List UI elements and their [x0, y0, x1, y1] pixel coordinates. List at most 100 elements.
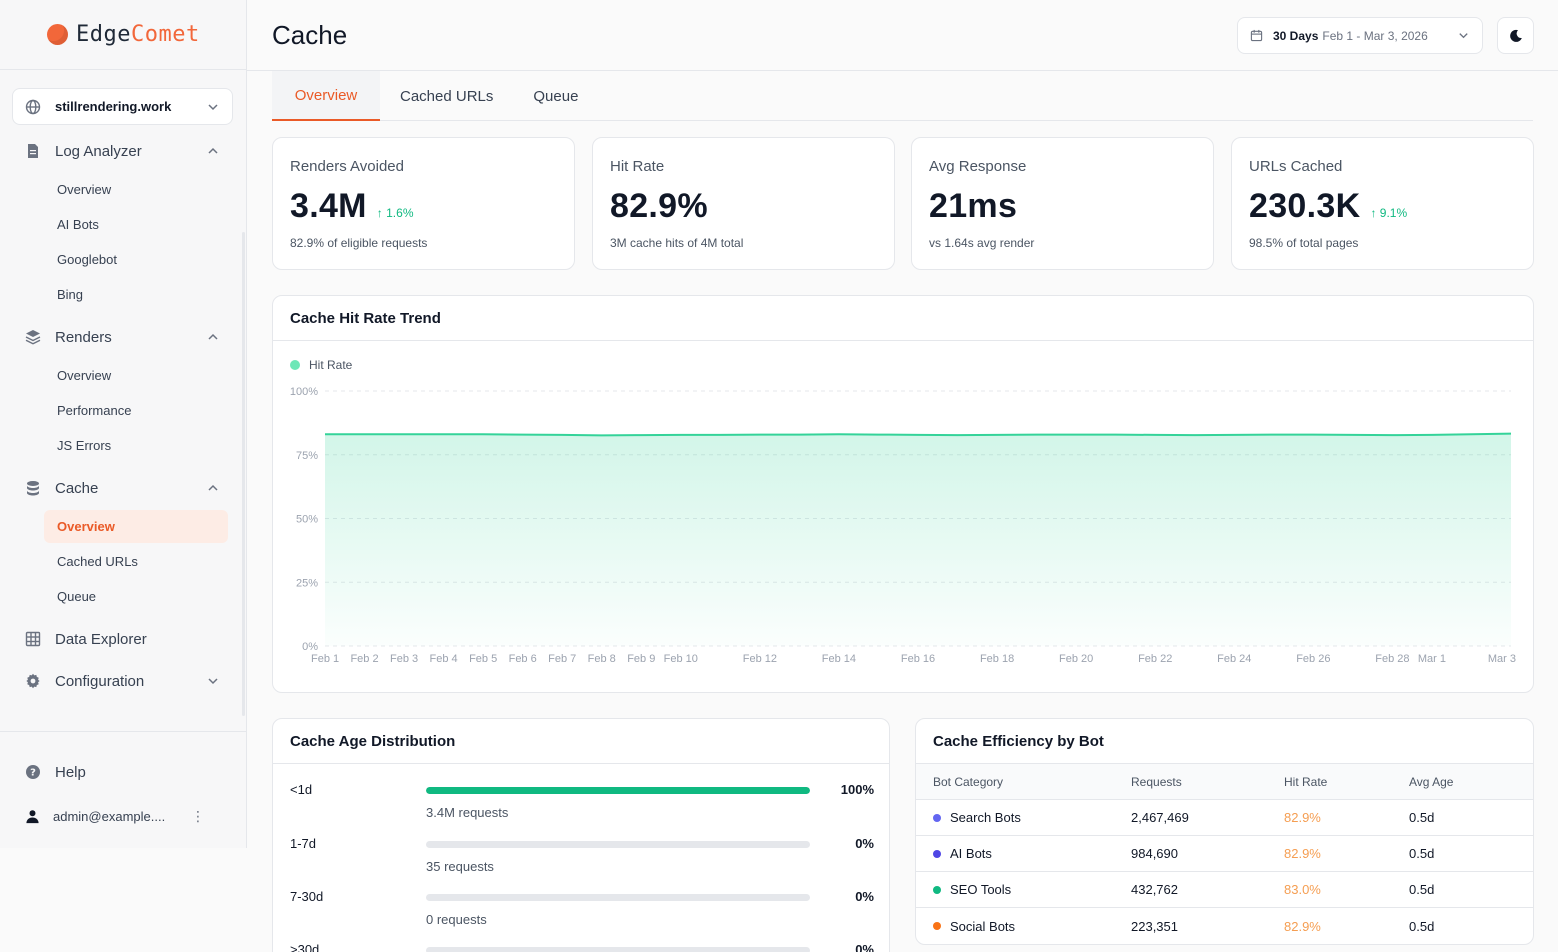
nav-group-data-explorer[interactable]: Data Explorer — [0, 618, 246, 660]
chevron-up-icon — [208, 484, 218, 491]
help-link[interactable]: ? Help — [0, 752, 246, 792]
bot-efficiency-card: Cache Efficiency by Bot Bot Category Req… — [915, 718, 1534, 945]
nav-group-label: Cache — [55, 479, 99, 497]
chevron-up-icon — [208, 333, 218, 340]
stat-value: 21ms — [929, 187, 1018, 225]
age-requests: 3.4M requests — [426, 805, 509, 820]
table-header: Bot Category Requests Hit Rate Avg Age — [916, 764, 1533, 800]
more-vertical-icon[interactable]: ⋮ — [191, 807, 205, 824]
database-icon — [27, 481, 39, 496]
column-header[interactable]: Requests — [1131, 774, 1182, 789]
nav-group-label: Renders — [55, 328, 112, 346]
user-icon — [26, 809, 39, 823]
table-row[interactable]: Search Bots 2,467,469 82.9% 0.5d — [916, 800, 1533, 836]
hit-rate-area-chart[interactable]: 100% 75% 50% 25% 0% Feb 1 Feb 2 Feb 3 Feb 4 Feb … — [273, 342, 1533, 692]
bot-hit-rate: 82.9% — [1284, 810, 1321, 825]
bot-avg-age: 0.5d — [1409, 810, 1435, 825]
help-icon: ? — [26, 765, 40, 779]
bot-hit-rate: 82.9% — [1284, 918, 1321, 934]
age-requests: 35 requests — [426, 859, 494, 874]
x-tick-label: Feb 8 — [588, 653, 616, 665]
age-bar — [426, 787, 810, 794]
theme-toggle-button[interactable] — [1497, 17, 1534, 54]
stat-card-renders-avoided: Renders Avoided 3.4M ↑ 1.6% 82.9% of elig… — [272, 137, 575, 270]
sidebar-item-performance[interactable]: Performance — [57, 403, 132, 418]
column-header[interactable]: Hit Rate — [1284, 774, 1328, 789]
y-tick-label: 100% — [290, 386, 318, 398]
table-row[interactable]: SEO Tools 432,762 83.0% 0.5d — [916, 872, 1533, 908]
nav-group-label: Data Explorer — [55, 630, 147, 648]
age-percent: 0% — [855, 942, 874, 952]
legend-swatch — [290, 360, 300, 370]
chevron-down-icon — [208, 103, 218, 110]
age-bar — [426, 894, 810, 901]
comet-logo-icon — [47, 24, 68, 45]
tab-bar: Overview Cached URLs Queue — [272, 71, 1533, 121]
x-tick-label: Feb 10 — [664, 653, 698, 665]
date-range-picker[interactable]: 30 Days Feb 1 - Mar 3, 2026 — [1237, 17, 1483, 54]
nav-group-log-analyzer[interactable]: Log Analyzer — [0, 130, 246, 172]
user-email: admin@example.... — [53, 808, 166, 824]
stat-delta: ↑ 9.1% — [1370, 206, 1408, 220]
grid-icon — [25, 631, 41, 647]
table-row[interactable]: Social Bots 223,351 82.9% 0.5d — [916, 908, 1533, 944]
hit-rate-trend-card: Cache Hit Rate Trend Hit Rate 100% 75% 50%… — [272, 295, 1534, 693]
bot-avg-age: 0.5d — [1409, 918, 1435, 934]
sidebar-item-googlebot[interactable]: Googlebot — [57, 252, 117, 267]
stat-label: Renders Avoided — [290, 158, 404, 175]
age-requests: 0 requests — [426, 912, 487, 927]
gear-icon — [26, 673, 40, 689]
bot-category: Search Bots — [950, 810, 1021, 825]
stat-label: Avg Response — [929, 158, 1027, 175]
bot-avg-age: 0.5d — [1409, 882, 1435, 897]
cache-age-distribution-card: Cache Age Distribution <1d 100% 3.4M req… — [272, 718, 890, 952]
x-tick-label: Feb 18 — [980, 653, 1014, 665]
age-percent: 0% — [855, 836, 874, 851]
sidebar-item-ai-bots[interactable]: AI Bots — [57, 217, 99, 232]
age-label: 1-7d — [290, 836, 317, 851]
column-header[interactable]: Bot Category — [933, 774, 1004, 789]
x-tick-label: Feb 12 — [743, 653, 777, 665]
sidebar-item-log-overview[interactable]: Overview — [57, 182, 112, 197]
x-tick-label: Feb 16 — [901, 653, 935, 665]
file-icon — [28, 144, 38, 158]
nav-group-renders[interactable]: Renders — [0, 316, 246, 358]
sidebar-nav: Log Analyzer Overview AI Bots Googlebot … — [0, 130, 246, 702]
age-label: <1d — [290, 782, 313, 797]
stat-description: 98.5% of total pages — [1249, 236, 1359, 250]
site-selector[interactable]: stillrendering.work — [12, 88, 233, 125]
nav-group-configuration[interactable]: Configuration — [0, 660, 246, 702]
stat-description: 82.9% of eligible requests — [290, 236, 428, 250]
stat-description: vs 1.64s avg render — [929, 236, 1035, 250]
page-title: Cache — [272, 20, 348, 50]
sidebar-item-renders-overview[interactable]: Overview — [57, 368, 112, 383]
sidebar-item-bing[interactable]: Bing — [57, 287, 84, 302]
x-tick-label: Feb 6 — [509, 653, 537, 665]
nav-group-label: Configuration — [55, 672, 145, 690]
bot-category: AI Bots — [950, 846, 992, 861]
page-header: Cache 30 Days Feb 1 - Mar 3, 2026 — [247, 0, 1558, 71]
nav-group-cache[interactable]: Cache — [0, 467, 246, 509]
sidebar-scrollbar[interactable] — [242, 232, 245, 716]
sidebar-item-js-errors[interactable]: JS Errors — [57, 438, 112, 453]
x-tick-label: Feb 7 — [548, 653, 576, 665]
age-percent: 100% — [840, 782, 874, 797]
bot-category: SEO Tools — [950, 882, 1012, 897]
hit-rate-line — [325, 432, 1512, 437]
tab-queue[interactable]: Queue — [533, 87, 579, 105]
tab-overview[interactable]: Overview — [272, 71, 380, 121]
sidebar-item-cached-urls[interactable]: Cached URLs — [57, 554, 138, 569]
column-header[interactable]: Avg Age — [1409, 774, 1454, 789]
user-menu[interactable]: admin@example.... ⋮ — [0, 796, 246, 836]
sidebar-item-cache-overview[interactable]: Overview — [44, 510, 228, 543]
card-title: Cache Age Distribution — [273, 719, 889, 764]
layers-icon — [25, 330, 41, 345]
bot-category: Social Bots — [950, 918, 1016, 934]
tab-cached-urls[interactable]: Cached URLs — [400, 87, 494, 105]
sidebar-item-queue[interactable]: Queue — [57, 589, 97, 604]
svg-text:?: ? — [30, 768, 36, 779]
brand-logo[interactable]: EdgeComet — [0, 0, 246, 70]
x-tick-label: Feb 3 — [390, 653, 418, 665]
nav-group-label: Log Analyzer — [55, 142, 142, 160]
table-row[interactable]: AI Bots 984,690 82.9% 0.5d — [916, 836, 1533, 872]
